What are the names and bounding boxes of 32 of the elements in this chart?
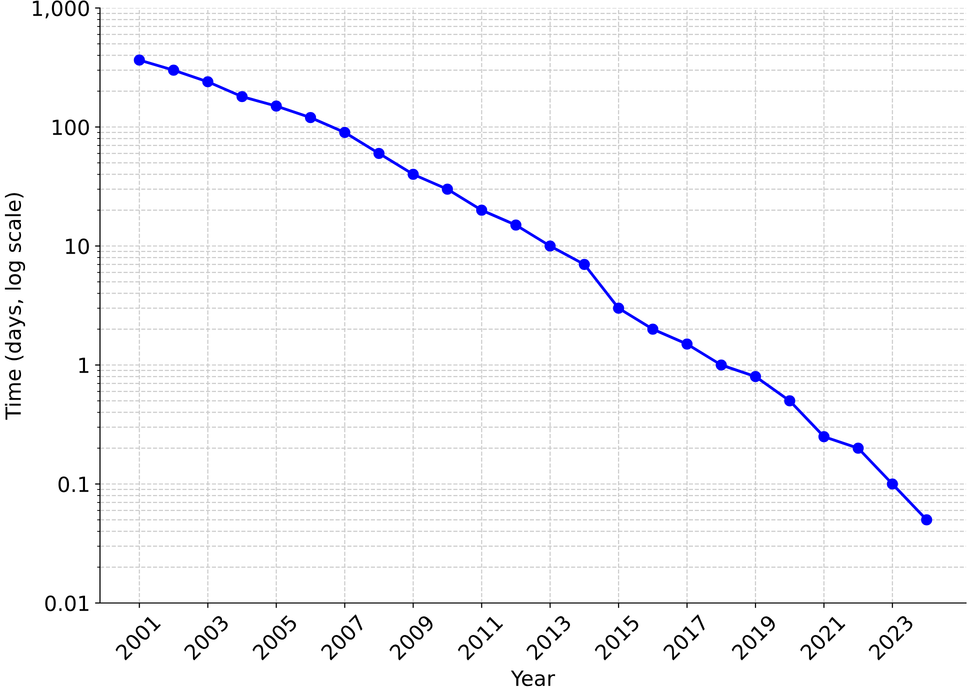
point	[784, 395, 796, 406]
point	[408, 168, 419, 180]
y-tick-label: 10	[66, 238, 89, 254]
point	[134, 54, 145, 66]
y-tick-label: 1,000	[32, 0, 89, 18]
point	[681, 338, 693, 350]
point	[270, 100, 282, 112]
point	[647, 324, 658, 335]
point	[613, 302, 624, 314]
point	[442, 184, 453, 195]
y-tick-label: 0.1	[58, 476, 88, 492]
point	[236, 91, 248, 102]
point	[716, 359, 727, 371]
point	[510, 219, 522, 231]
y-tick-label: 100	[52, 119, 89, 136]
x-axis-title: Year	[510, 670, 556, 686]
y-tick-label: 0.01	[45, 595, 88, 612]
point	[750, 370, 762, 382]
point	[886, 478, 898, 490]
y-axis-title: Time (days, log scale)	[4, 193, 26, 420]
point	[818, 431, 830, 442]
point	[168, 64, 180, 76]
point	[373, 148, 385, 159]
point	[578, 258, 590, 270]
point	[304, 112, 316, 124]
point	[202, 76, 214, 88]
point	[339, 126, 350, 138]
point	[852, 442, 864, 454]
point	[921, 514, 932, 526]
point	[544, 240, 556, 252]
y-tick-label: 1	[79, 358, 88, 373]
point	[476, 204, 488, 216]
